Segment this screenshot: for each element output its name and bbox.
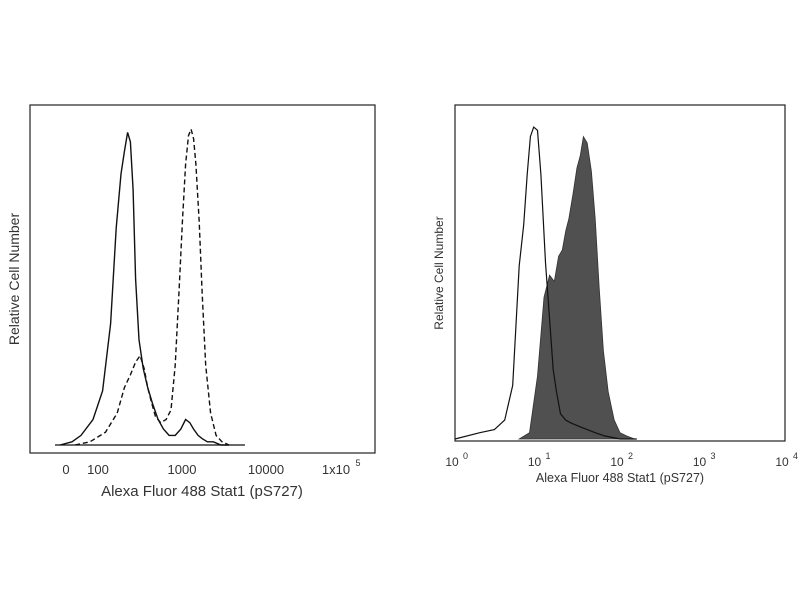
left-plot-frame <box>29 104 376 454</box>
left-series-solid <box>59 132 229 446</box>
left-x-tick-label: 100 <box>87 462 109 477</box>
left-histogram-panel: 0 100 1000 10000 1x10 5 Relative Cell Number … <box>6 104 376 500</box>
right-x-tick-exponent: 4 <box>793 451 798 461</box>
left-plot-area <box>55 126 245 446</box>
left-x-tick-label: 1x10 <box>322 462 350 477</box>
right-x-ticks: 10 0 10 1 10 2 10 3 10 4 <box>445 451 798 469</box>
right-histogram-panel: 10 0 10 1 10 2 10 3 10 4 Relative Cell Number Ale… <box>432 104 798 485</box>
right-x-tick-exponent: 1 <box>546 451 551 461</box>
right-x-tick-exponent: 2 <box>628 451 633 461</box>
left-x-tick-label: 1000 <box>168 462 197 477</box>
right-x-tick-base: 10 <box>610 455 624 469</box>
right-y-axis-label: Relative Cell Number <box>432 216 446 329</box>
right-x-tick-base: 10 <box>528 455 542 469</box>
left-x-tick-label: 0 <box>62 462 69 477</box>
left-x-tick-label: 5 <box>355 458 360 468</box>
right-plot-frame <box>454 104 786 442</box>
right-x-axis-label: Alexa Fluor 488 Stat1 (pS727) <box>536 471 704 485</box>
right-x-tick-exponent: 0 <box>463 451 468 461</box>
right-x-tick-base: 10 <box>445 455 459 469</box>
left-x-tick-label: 10000 <box>248 462 284 477</box>
right-plot-area <box>454 126 637 440</box>
right-series-outline <box>454 126 637 440</box>
left-series-dashed <box>74 126 230 446</box>
left-x-ticks: 0 100 1000 10000 1x10 5 <box>62 458 360 477</box>
right-x-tick-base: 10 <box>775 455 789 469</box>
right-series-filled <box>517 135 635 440</box>
left-x-axis-label: Alexa Fluor 488 Stat1 (pS727) <box>101 483 303 500</box>
right-x-tick-exponent: 3 <box>711 451 716 461</box>
right-x-tick-base: 10 <box>693 455 707 469</box>
left-y-axis-label: Relative Cell Number <box>6 213 22 346</box>
